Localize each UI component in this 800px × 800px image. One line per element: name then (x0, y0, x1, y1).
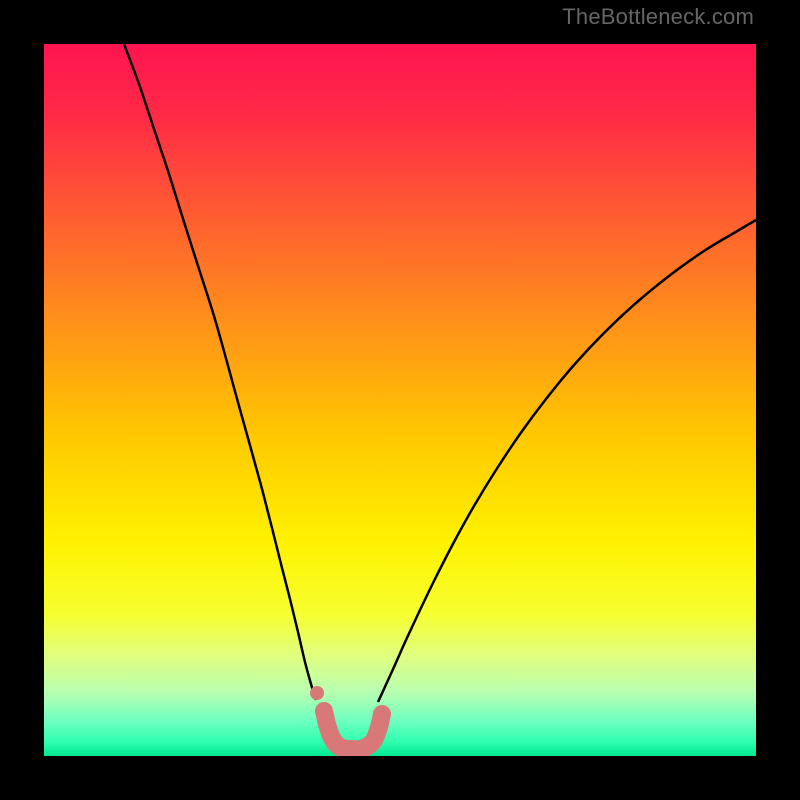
bottom-marker-dot (310, 686, 324, 700)
curve-layer (44, 44, 756, 756)
plot-area (44, 44, 756, 756)
left-curve (124, 44, 316, 700)
bottom-marker-u (324, 711, 382, 749)
right-curve (378, 220, 756, 702)
watermark-text: TheBottleneck.com (562, 4, 754, 30)
